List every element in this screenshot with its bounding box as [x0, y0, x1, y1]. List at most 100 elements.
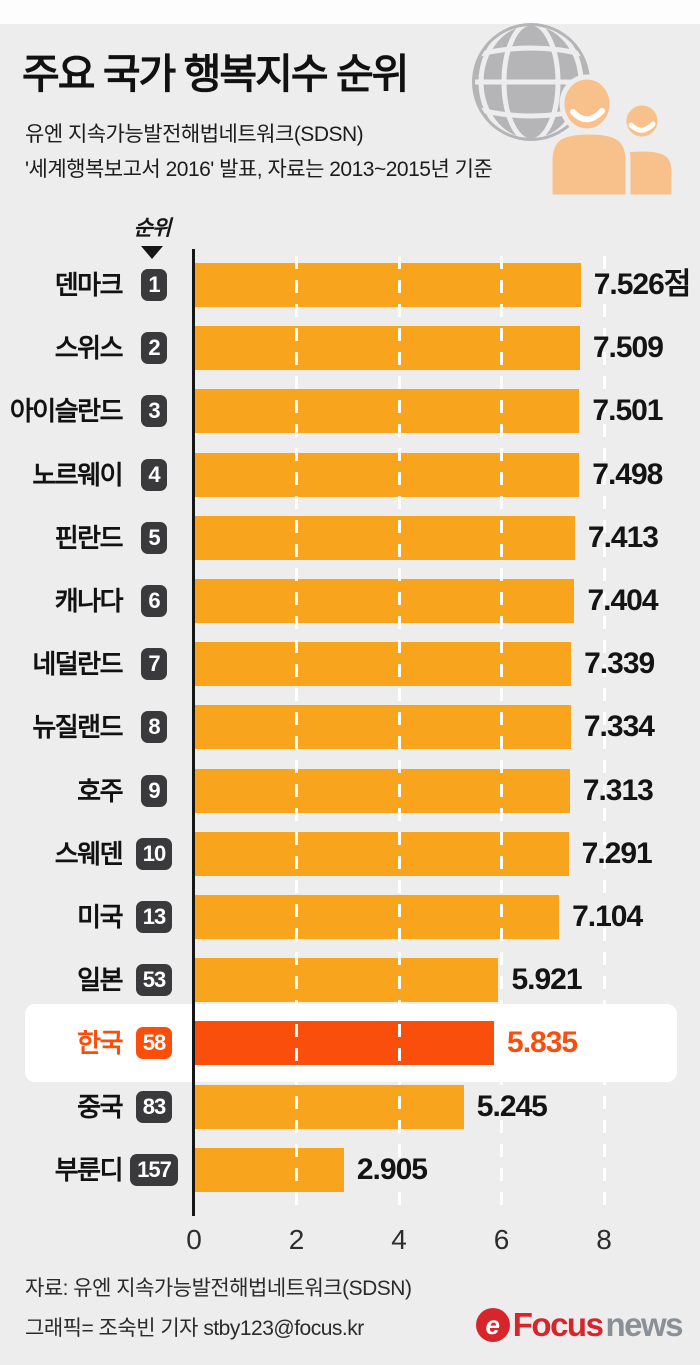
- bar-아이슬란드: [195, 389, 580, 434]
- bar-미국: [195, 895, 560, 939]
- rank-badge-value: 53: [135, 964, 173, 997]
- bar-value: 7.339: [584, 647, 655, 681]
- title-part-1: 주요 국가: [22, 51, 184, 97]
- rank-badge: 10: [124, 832, 184, 876]
- gridline-8: [602, 256, 606, 1214]
- x-tick-2: 2: [288, 1224, 305, 1255]
- bar-value: 7.104: [572, 900, 643, 933]
- rank-badge: 2: [124, 326, 184, 370]
- rank-badge-value: 1: [141, 269, 167, 301]
- bar-value: 7.501: [592, 394, 663, 428]
- smile-icon: [570, 108, 605, 123]
- bar-value: 7.413: [587, 520, 659, 554]
- rank-badge-value: 6: [141, 585, 167, 617]
- top-white-strip: [0, 0, 700, 24]
- bar-일본: [195, 958, 499, 1003]
- rank-badge-value: 4: [141, 458, 167, 491]
- rank-badge-value: 7: [141, 648, 167, 681]
- bar-한국: [195, 1021, 495, 1066]
- gridline-2: [295, 256, 298, 1214]
- rank-column-header: 순위: [112, 212, 192, 259]
- rank-badge: 83: [124, 1085, 184, 1129]
- bar-스위스: [195, 326, 580, 371]
- rank-header-label: 순위: [133, 217, 172, 240]
- bar-value: 7.404: [587, 584, 658, 617]
- logo-suffix-text: news: [605, 1306, 683, 1343]
- bar-value: 7.291: [581, 836, 653, 870]
- rank-badge: 13: [124, 895, 184, 939]
- bar-value: 7.334: [583, 710, 655, 744]
- title-part-3: 순위: [326, 51, 409, 97]
- people-icon: [547, 74, 677, 195]
- x-tick-0: 0: [186, 1224, 202, 1255]
- focus-e-swirl-icon: e: [475, 1308, 510, 1342]
- rank-badge: 8: [124, 705, 184, 749]
- country-label: 아이슬란드: [9, 396, 124, 427]
- x-tick-6: 6: [493, 1224, 510, 1255]
- country-label: 뉴질랜드: [32, 712, 123, 743]
- country-label: 미국: [77, 902, 123, 932]
- rank-badge-value: 9: [141, 774, 167, 807]
- footer-credit-line: 그래픽= 조숙빈 기자 stby123@focus.kr: [25, 1317, 364, 1340]
- x-tick-4: 4: [391, 1224, 407, 1255]
- country-label: 부룬디: [54, 1154, 124, 1185]
- gridline-6: [500, 256, 503, 1214]
- bar-value: 5.835: [507, 1026, 578, 1060]
- bar-value: 5.921: [511, 963, 582, 997]
- rank-badge: 5: [124, 516, 184, 560]
- rank-badge: 53: [124, 958, 184, 1002]
- country-label: 노르웨이: [32, 459, 123, 490]
- globe-people-illustration: [472, 23, 677, 195]
- page-title: 주요 국가 행복지수 순위: [22, 40, 409, 100]
- rank-badge: 9: [124, 769, 184, 813]
- country-label: 캐나다: [54, 586, 124, 616]
- subtitle-line-2: '세계행복보고서 2016' 발표, 자료는 2013~2015년 기준: [25, 158, 493, 181]
- bar-스웨덴: [195, 831, 569, 876]
- rank-badge-value: 13: [135, 901, 173, 933]
- bar-노르웨이: [195, 452, 580, 497]
- rank-badge-value: 157: [130, 1153, 178, 1186]
- y-axis-line: [192, 249, 195, 1216]
- logo-brand-text: Focus: [512, 1306, 604, 1343]
- focusnews-logo: e Focus news: [475, 1306, 683, 1344]
- rank-badge: 3: [124, 389, 184, 433]
- rank-badge: 157: [124, 1148, 184, 1192]
- country-label: 일본: [77, 965, 123, 996]
- country-label: 덴마크: [54, 270, 124, 300]
- bar-중국: [195, 1084, 464, 1129]
- country-label: 스웨덴: [54, 838, 124, 869]
- bar-덴마크: [195, 263, 581, 307]
- bar-호주: [195, 768, 570, 813]
- rank-badge-value: 2: [141, 332, 167, 365]
- country-label: 중국: [77, 1091, 123, 1122]
- bar-value: 7.313: [582, 773, 654, 807]
- gridline-4: [397, 256, 401, 1214]
- rank-badge: 4: [124, 453, 184, 497]
- smile-icon: [628, 121, 656, 133]
- footer-source-line: 자료: 유엔 지속가능발전해법네트워크(SDSN): [25, 1277, 412, 1300]
- country-label: 한국: [77, 1028, 123, 1059]
- bar-value: 5.245: [476, 1089, 548, 1123]
- rank-badge: 1: [124, 263, 184, 307]
- bar-value: 7.498: [592, 457, 663, 491]
- bar-value: 2.905: [356, 1152, 428, 1186]
- rank-badge: 7: [124, 642, 184, 686]
- bar-value: 7.509: [592, 331, 664, 365]
- bar-핀란드: [195, 515, 575, 560]
- title-part-2: 행복지수: [183, 51, 329, 97]
- subtitle-line-1: 유엔 지속가능발전해법네트워크(SDSN): [25, 123, 364, 146]
- country-label: 호주: [77, 775, 123, 806]
- bar-뉴질랜드: [195, 705, 571, 750]
- rank-badge-value: 58: [135, 1027, 173, 1060]
- country-label: 네덜란드: [32, 649, 123, 680]
- rank-badge-value: 5: [141, 521, 167, 554]
- rank-badge: 58: [124, 1021, 184, 1065]
- triangle-down-icon: [141, 246, 163, 259]
- bar-네덜란드: [195, 642, 572, 687]
- country-label: 스위스: [54, 333, 124, 364]
- x-tick-8: 8: [596, 1224, 612, 1255]
- rank-badge-value: 3: [141, 395, 167, 428]
- bar-부룬디: [195, 1147, 344, 1192]
- rank-badge-value: 83: [135, 1090, 173, 1123]
